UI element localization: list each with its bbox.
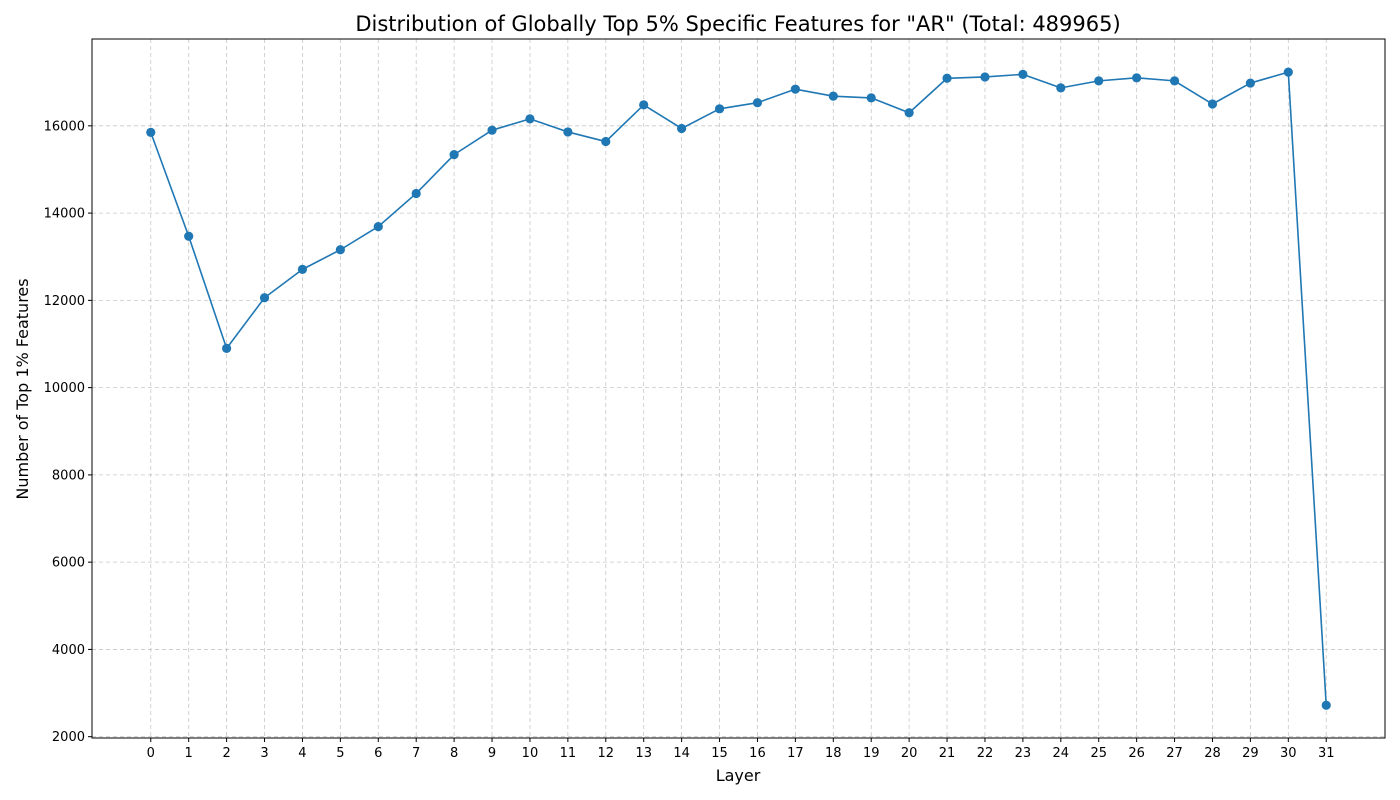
data-point	[335, 245, 345, 255]
x-tick-label: 13	[635, 746, 652, 761]
x-tick-label: 26	[1128, 746, 1145, 761]
x-tick-label: 28	[1204, 746, 1221, 761]
x-tick-label: 29	[1242, 746, 1259, 761]
marker-layer	[146, 67, 1331, 710]
data-point	[1283, 67, 1293, 77]
series-line	[150, 71, 1328, 706]
y-tick-label: 8000	[52, 468, 85, 483]
data-point	[639, 100, 649, 110]
x-tick-label: 4	[298, 746, 306, 761]
y-tick-label: 14000	[44, 207, 85, 222]
y-tick-label: 2000	[52, 730, 85, 745]
data-point	[828, 91, 838, 101]
chart-title: Distribution of Globally Top 5% Specific…	[355, 12, 1120, 36]
x-tick-label: 0	[147, 746, 155, 761]
axes: 0 1 2 3 4 5 6 7 8 9 10 11 12 13 14 15 16 17 18 19 20 21 22 23 24…	[44, 38, 1386, 761]
x-tick-label: 25	[1090, 746, 1107, 761]
data-point	[297, 264, 308, 274]
x-tick-label: 8	[450, 746, 458, 761]
data-point	[146, 127, 156, 137]
data-point	[714, 104, 725, 114]
series-layer	[150, 71, 1328, 706]
data-point	[1018, 69, 1028, 79]
x-tick-label: 27	[1166, 746, 1183, 761]
x-tick-label: 14	[673, 746, 690, 761]
data-point	[1321, 700, 1331, 710]
data-point	[980, 72, 990, 82]
y-tick-label: 10000	[44, 381, 85, 396]
x-tick-label: 15	[711, 746, 728, 761]
data-point	[1056, 83, 1066, 93]
data-point	[866, 93, 876, 103]
x-tick-label: 18	[825, 746, 842, 761]
y-tick-label: 16000	[44, 119, 85, 134]
y-tick-label: 4000	[52, 643, 85, 658]
data-point	[563, 127, 573, 137]
x-tick-label: 21	[939, 746, 956, 761]
x-tick-label: 6	[374, 746, 382, 761]
x-tick-label: 24	[1053, 746, 1070, 761]
x-tick-label: 19	[863, 746, 880, 761]
x-tick-label: 23	[1015, 746, 1032, 761]
x-tick-label: 20	[901, 746, 918, 761]
y-axis-title: Number of Top 1% Features	[13, 278, 32, 499]
x-tick-label: 3	[260, 746, 268, 761]
x-tick-label: 9	[488, 746, 496, 761]
data-point	[904, 108, 914, 118]
data-point	[525, 114, 535, 124]
grid	[92, 39, 1385, 738]
x-tick-label: 1	[185, 746, 193, 761]
x-tick-label: 11	[560, 746, 577, 761]
x-tick-label: 12	[598, 746, 615, 761]
x-tick-label: 5	[336, 746, 344, 761]
x-tick-label: 22	[977, 746, 994, 761]
x-tick-label: 7	[412, 746, 420, 761]
x-axis-title: Layer	[716, 766, 761, 785]
data-point	[1094, 76, 1104, 86]
x-tick-label: 30	[1280, 746, 1297, 761]
x-tick-label: 17	[787, 746, 804, 761]
data-point	[1207, 99, 1218, 109]
y-tick-label: 12000	[44, 294, 85, 309]
data-point	[601, 136, 611, 147]
data-point	[942, 73, 952, 83]
data-point	[677, 123, 687, 134]
x-tick-label: 10	[522, 746, 539, 761]
data-point	[449, 150, 459, 160]
data-point	[1132, 73, 1142, 83]
data-point	[487, 125, 497, 135]
data-point	[222, 343, 232, 353]
data-point	[752, 98, 763, 108]
x-tick-label: 31	[1318, 746, 1335, 761]
data-point	[411, 188, 421, 199]
x-tick-label: 16	[749, 746, 766, 761]
y-tick-label: 6000	[52, 556, 85, 571]
data-point	[1169, 76, 1180, 86]
data-point	[373, 222, 383, 232]
data-point	[1245, 78, 1255, 88]
x-tick-label: 2	[222, 746, 230, 761]
data-point	[259, 293, 270, 303]
data-point	[184, 231, 194, 241]
data-point	[790, 84, 800, 94]
plot-frame	[91, 38, 1386, 739]
